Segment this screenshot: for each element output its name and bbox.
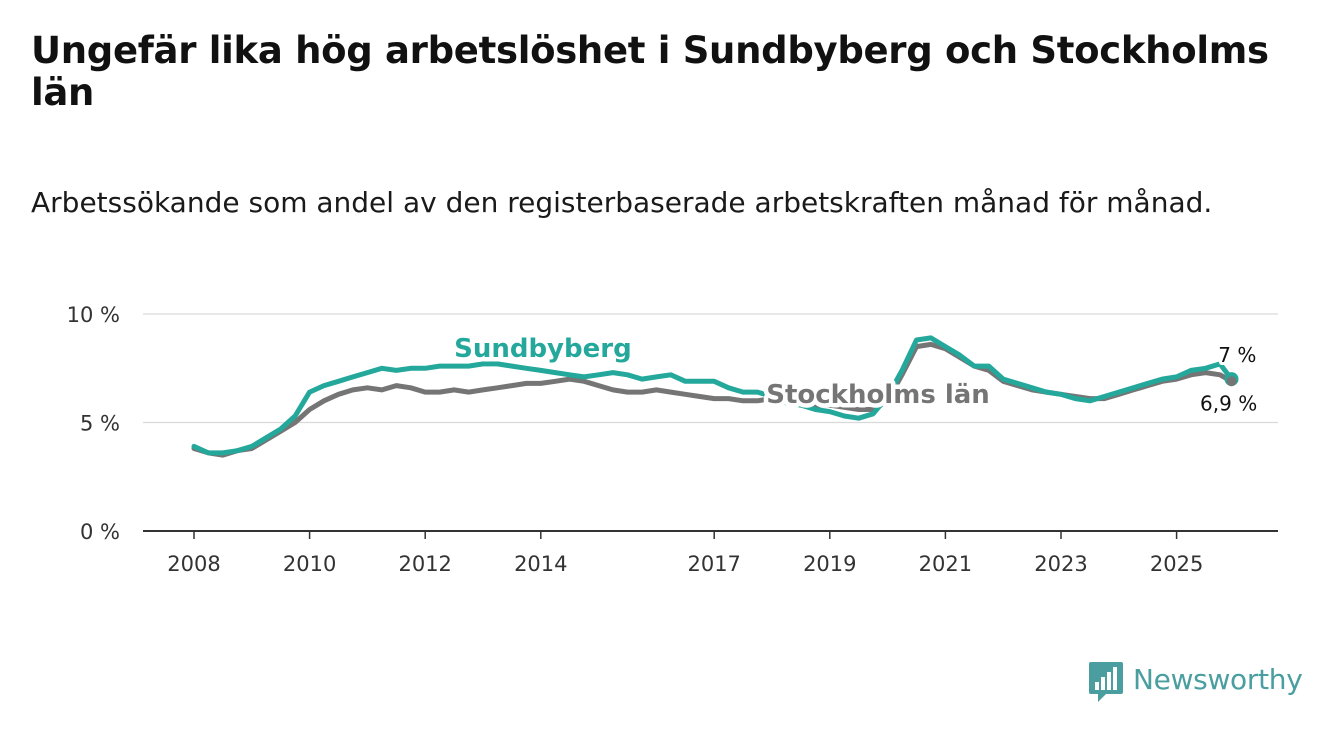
x-tick-label: 2008 bbox=[167, 552, 220, 576]
newsworthy-logo: Newsworthy bbox=[1088, 660, 1303, 704]
newsworthy-logo-text: Newsworthy bbox=[1133, 662, 1303, 696]
end-point-stockholms-lan bbox=[1226, 376, 1237, 387]
y-tick-label: 10 % bbox=[67, 303, 120, 327]
axis-layer: 0 % 5 % 10 % 2008 2010 2012 2014 2017 2019 2021 20… bbox=[67, 303, 1278, 576]
chart-title: Ungefär lika hög arbetslöshet i Sundbybe… bbox=[31, 29, 1269, 114]
series-layer bbox=[191, 335, 1239, 458]
x-tick-label: 2010 bbox=[283, 552, 336, 576]
series-label-stockholms-lan: Stockholms län bbox=[766, 380, 990, 410]
x-tick-label: 2025 bbox=[1150, 552, 1203, 576]
end-label-stockholms-lan: 6,9 % bbox=[1200, 391, 1257, 415]
series-label-sundbyberg: Sundbyberg bbox=[454, 334, 632, 364]
x-tick-label: 2019 bbox=[803, 552, 856, 576]
x-tick-label: 2023 bbox=[1034, 552, 1087, 576]
series-line-sundbyberg bbox=[191, 335, 1234, 456]
x-tick-label: 2021 bbox=[919, 552, 972, 576]
y-tick-label: 5 % bbox=[80, 412, 120, 436]
chart-subtitle: Arbetssökande som andel av den registerb… bbox=[31, 186, 1213, 219]
y-tick-label: 0 % bbox=[80, 520, 120, 544]
x-tick-label: 2017 bbox=[687, 552, 740, 576]
end-label-sundbyberg: 7 % bbox=[1218, 343, 1256, 367]
x-tick-label: 2012 bbox=[398, 552, 451, 576]
x-tick-label: 2014 bbox=[514, 552, 567, 576]
newsworthy-logo-icon bbox=[1089, 662, 1123, 702]
grid-layer bbox=[143, 313, 1278, 424]
label-layer: Sundbyberg Stockholms län 7 % 6,9 % bbox=[450, 330, 1261, 419]
